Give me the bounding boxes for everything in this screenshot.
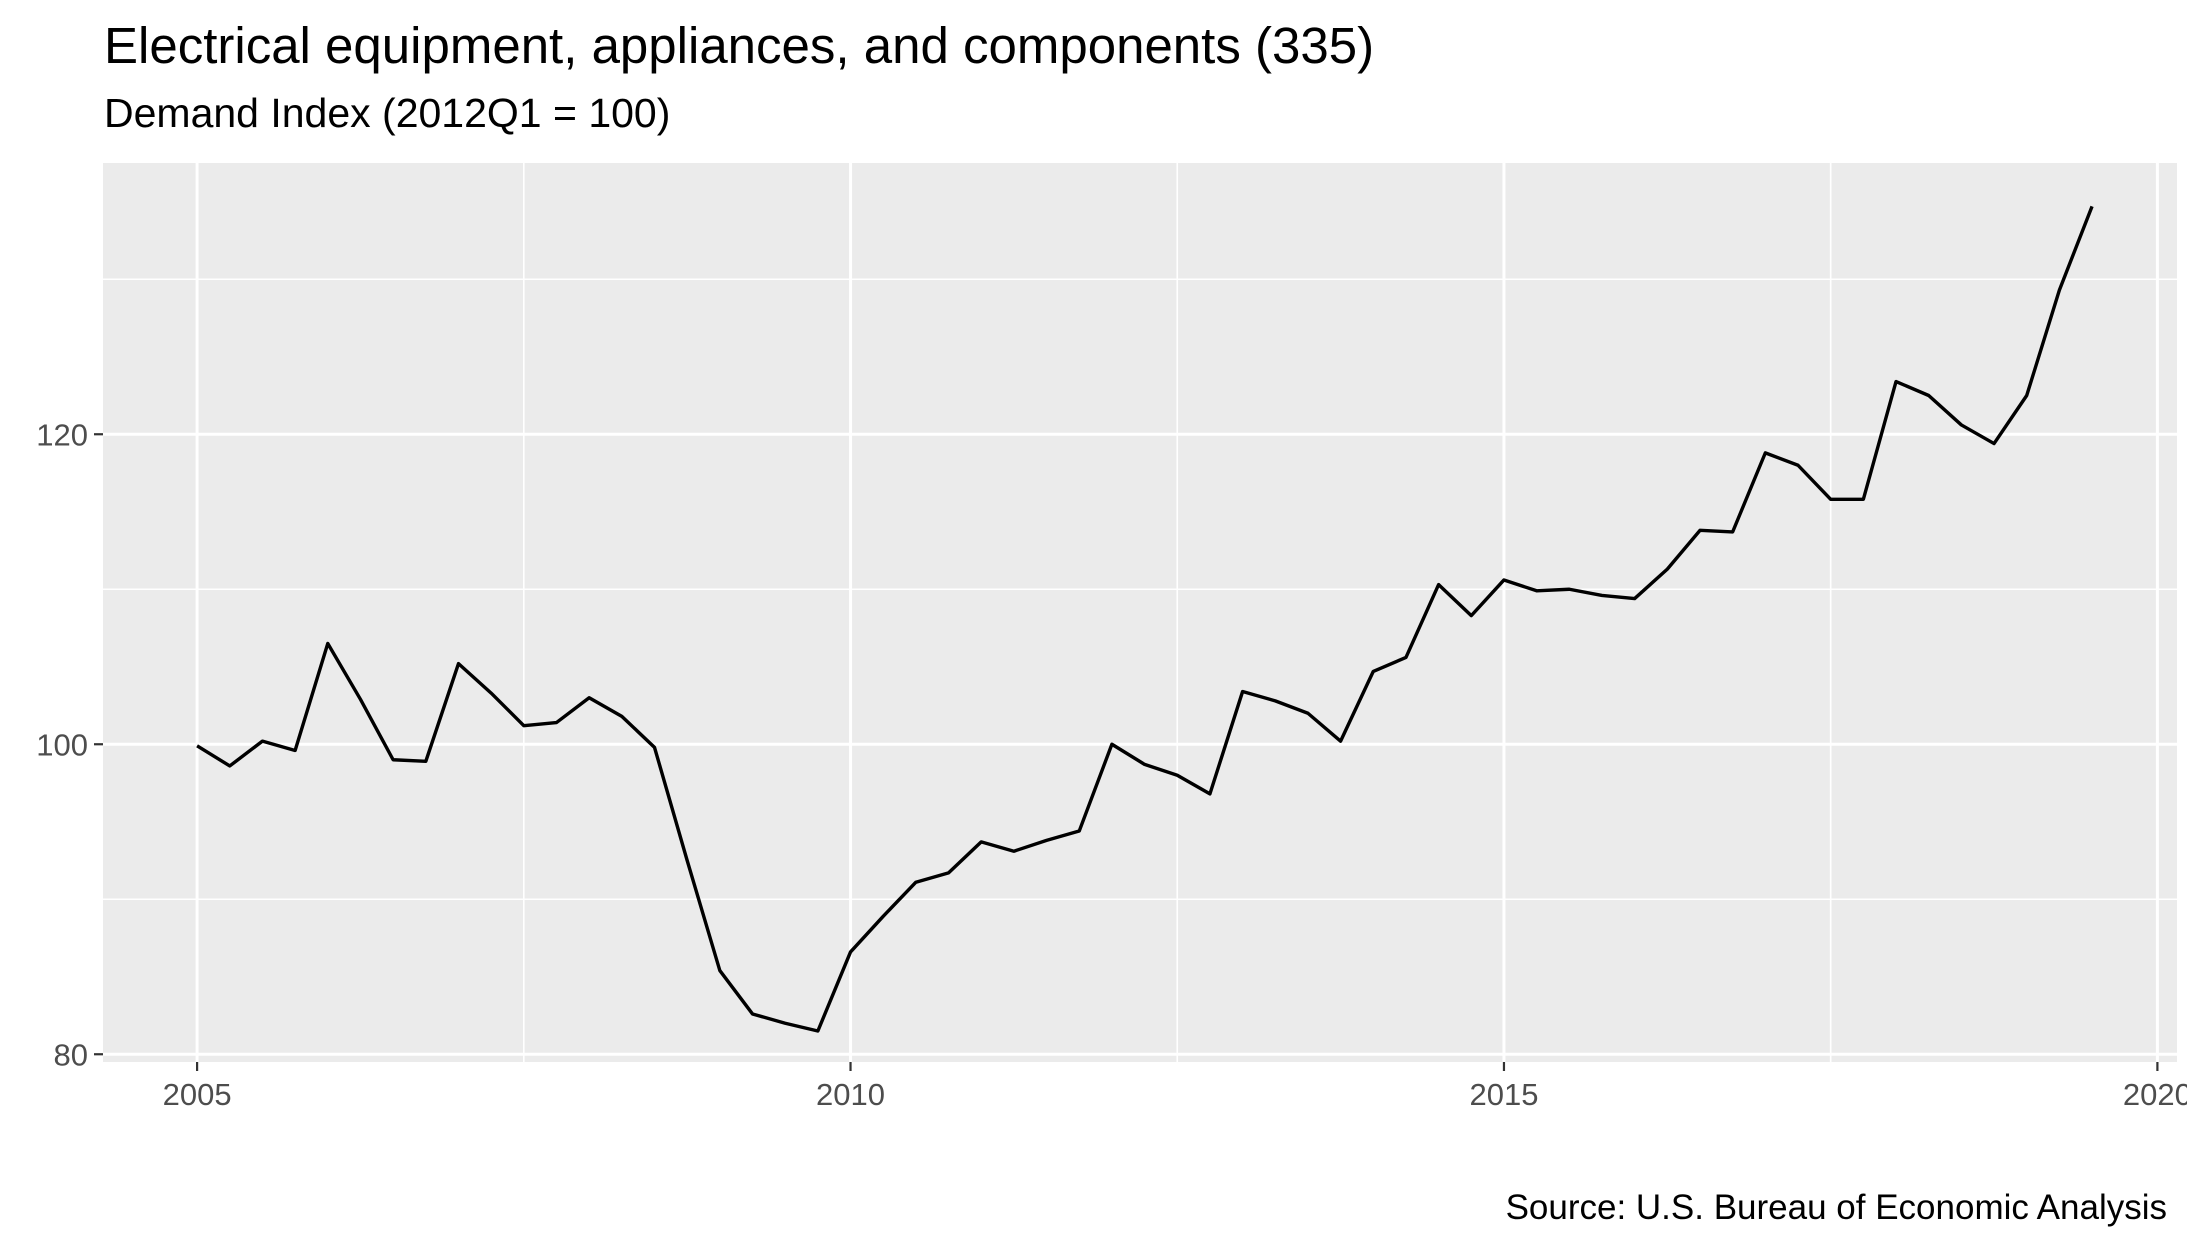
x-tick-label: 2010 (816, 1077, 885, 1112)
plot-panel (103, 163, 2177, 1062)
y-axis: 80 100 120 (36, 417, 103, 1072)
grid-minor (103, 163, 2177, 1062)
y-tick-label: 100 (36, 727, 88, 762)
series-line (196, 205, 2094, 1033)
y-tick-label: 120 (36, 417, 88, 452)
x-axis: 2005 2010 2015 2020 (163, 1062, 2187, 1112)
grid-major (103, 163, 2177, 1062)
chart-caption: Source: U.S. Bureau of Economic Analysis (1505, 1188, 2167, 1227)
x-tick-label: 2015 (1469, 1077, 1538, 1112)
x-tick-label: 2005 (163, 1077, 232, 1112)
x-tick-label: 2020 (2123, 1077, 2187, 1112)
chart-subtitle: Demand Index (2012Q1 = 100) (104, 90, 671, 136)
y-tick-label: 80 (54, 1037, 88, 1072)
chart-title: Electrical equipment, appliances, and co… (104, 17, 1375, 74)
